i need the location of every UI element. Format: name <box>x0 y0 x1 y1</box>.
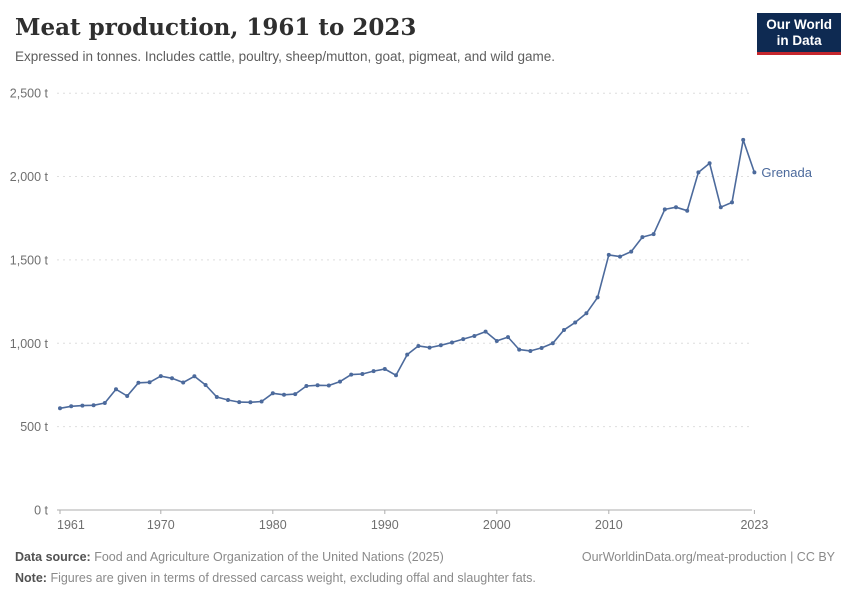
chart-subtitle: Expressed in tonnes. Includes cattle, po… <box>15 49 556 64</box>
data-source-label: Data source: <box>15 550 91 564</box>
data-points <box>58 137 757 411</box>
y-axis-tick-label: 2,500 t <box>10 87 49 101</box>
note-label: Note: <box>15 571 47 585</box>
x-axis-tick-label: 2023 <box>740 518 768 532</box>
y-axis-tick-label: 2,000 t <box>10 170 49 184</box>
footer-source-note: Data source: Food and Agriculture Organi… <box>15 547 615 589</box>
entity-label: Grenada <box>761 165 812 180</box>
x-axis-tick-label: 2010 <box>595 518 623 532</box>
x-axis-tick-label: 1970 <box>147 518 175 532</box>
data-source-text: Food and Agriculture Organization of the… <box>94 550 444 564</box>
owid-logo-line1: Our World <box>766 17 832 32</box>
y-axis-tick-label: 0 t <box>34 504 48 518</box>
owid-logo: Our World in Data <box>757 13 841 55</box>
chart-footer: Data source: Food and Agriculture Organi… <box>15 547 835 589</box>
footer-link[interactable]: OurWorldinData.org/meat-production | CC … <box>581 550 835 564</box>
note-line: Note: Figures are given in terms of dres… <box>15 568 615 589</box>
x-axis-ticks: 1961 1970 1980 1990 2000 2010 2023 <box>57 510 768 532</box>
x-axis-tick-label: 1961 <box>57 518 85 532</box>
note-text: Figures are given in terms of dressed ca… <box>50 571 536 585</box>
owid-logo-line2: in Data <box>776 32 822 48</box>
data-line <box>59 139 756 410</box>
data-source-line: Data source: Food and Agriculture Organi… <box>15 547 615 568</box>
x-axis-tick-label: 2000 <box>483 518 511 532</box>
y-axis-tick-label: 1,500 t <box>10 253 49 267</box>
x-axis-tick-label: 1980 <box>259 518 287 532</box>
chart-header: Meat production, 1961 to 2023 Expressed … <box>15 14 835 64</box>
page-title: Meat production, 1961 to 2023 <box>15 14 417 41</box>
y-axis-tick-label: 1,000 t <box>10 337 49 351</box>
x-axis-tick-label: 1990 <box>371 518 399 532</box>
y-gridlines: 0 t 500 t 1,000 t 1,500 t 2,000 t 2,500 t <box>10 87 752 518</box>
y-axis-tick-label: 500 t <box>20 420 48 434</box>
